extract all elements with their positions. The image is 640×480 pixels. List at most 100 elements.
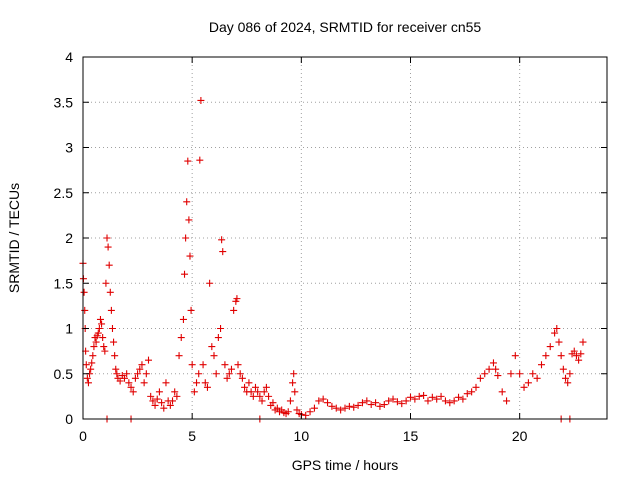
data-point [558, 352, 565, 359]
data-point [542, 352, 549, 359]
y-tick-label: 0 [65, 411, 73, 427]
data-point [328, 403, 335, 410]
data-point [521, 384, 528, 391]
data-point [407, 394, 414, 401]
data-point [88, 359, 95, 366]
data-point [368, 401, 375, 408]
y-tick-label: 0.5 [54, 366, 74, 382]
x-tick-label: 10 [294, 428, 310, 444]
data-point [512, 352, 519, 359]
data-point [490, 359, 497, 366]
data-point [381, 401, 388, 408]
data-point [189, 361, 196, 368]
y-axis-label: SRMTID / TECUs [6, 183, 22, 293]
data-point [206, 280, 213, 287]
srmtid-scatter-chart: Day 086 of 2024, SRMTID for receiver cn5… [0, 0, 640, 480]
data-point [555, 339, 562, 346]
plot-frame [83, 57, 607, 419]
data-point [311, 405, 318, 412]
data-point [459, 396, 466, 403]
data-point [109, 325, 116, 332]
data-point [291, 388, 298, 395]
x-tick-label: 20 [512, 428, 528, 444]
data-point [265, 393, 272, 400]
data-point [534, 375, 541, 382]
x-tick-label: 15 [403, 428, 419, 444]
data-point [464, 390, 471, 397]
data-point [486, 366, 493, 373]
data-point [451, 397, 458, 404]
data-point [195, 370, 202, 377]
data-point [196, 157, 203, 164]
data-point [106, 262, 113, 269]
data-point [215, 334, 222, 341]
data-point [193, 379, 200, 386]
data-point [287, 397, 294, 404]
data-point [83, 361, 90, 368]
data-point [182, 235, 189, 242]
data-point [494, 372, 501, 379]
data-point [424, 397, 431, 404]
data-point [337, 406, 344, 413]
y-tick-label: 2.5 [54, 185, 74, 201]
data-point [315, 397, 322, 404]
data-point [217, 325, 224, 332]
data-point [324, 399, 331, 406]
data-point [516, 370, 523, 377]
y-tick-label: 3 [65, 140, 73, 156]
data-point [87, 366, 94, 373]
grid-lines [83, 57, 607, 419]
data-point [112, 366, 119, 373]
data-point [211, 352, 218, 359]
data-point [81, 289, 88, 296]
data-point [420, 392, 427, 399]
data-point [108, 307, 115, 314]
data-point [503, 397, 510, 404]
data-point [538, 361, 545, 368]
data-point [442, 397, 449, 404]
data-point [376, 403, 383, 410]
data-point [188, 307, 195, 314]
data-point [208, 343, 215, 350]
y-tick-label: 4 [65, 49, 73, 65]
data-point [547, 343, 554, 350]
data-point [492, 366, 499, 373]
data-point [200, 361, 207, 368]
data-point [97, 316, 104, 323]
data-point [141, 379, 148, 386]
data-point [213, 370, 220, 377]
data-point [81, 307, 88, 314]
data-point [197, 97, 204, 104]
data-point [577, 350, 584, 357]
data-point [104, 235, 111, 242]
data-point [290, 370, 297, 377]
data-point [566, 370, 573, 377]
data-point [143, 370, 150, 377]
data-point [455, 394, 462, 401]
data-point [579, 339, 586, 346]
data-point [162, 379, 169, 386]
data-point [560, 366, 567, 373]
data-point [342, 405, 349, 412]
data-point [230, 307, 237, 314]
y-tick-label: 3.5 [54, 94, 74, 110]
data-point [102, 280, 109, 287]
data-point [154, 396, 161, 403]
data-point [89, 352, 96, 359]
data-point [101, 348, 108, 355]
data-point [221, 361, 228, 368]
data-point [219, 248, 226, 255]
data-point [183, 198, 190, 205]
data-point [235, 361, 242, 368]
data-point [105, 244, 112, 251]
data-point [333, 405, 340, 412]
data-point [180, 316, 187, 323]
data-point [178, 334, 185, 341]
y-tick-label: 2 [65, 230, 73, 246]
data-point [372, 399, 379, 406]
data-point [99, 334, 106, 341]
data-point [176, 352, 183, 359]
data-point [529, 370, 536, 377]
data-point [181, 271, 188, 278]
data-point [289, 379, 296, 386]
